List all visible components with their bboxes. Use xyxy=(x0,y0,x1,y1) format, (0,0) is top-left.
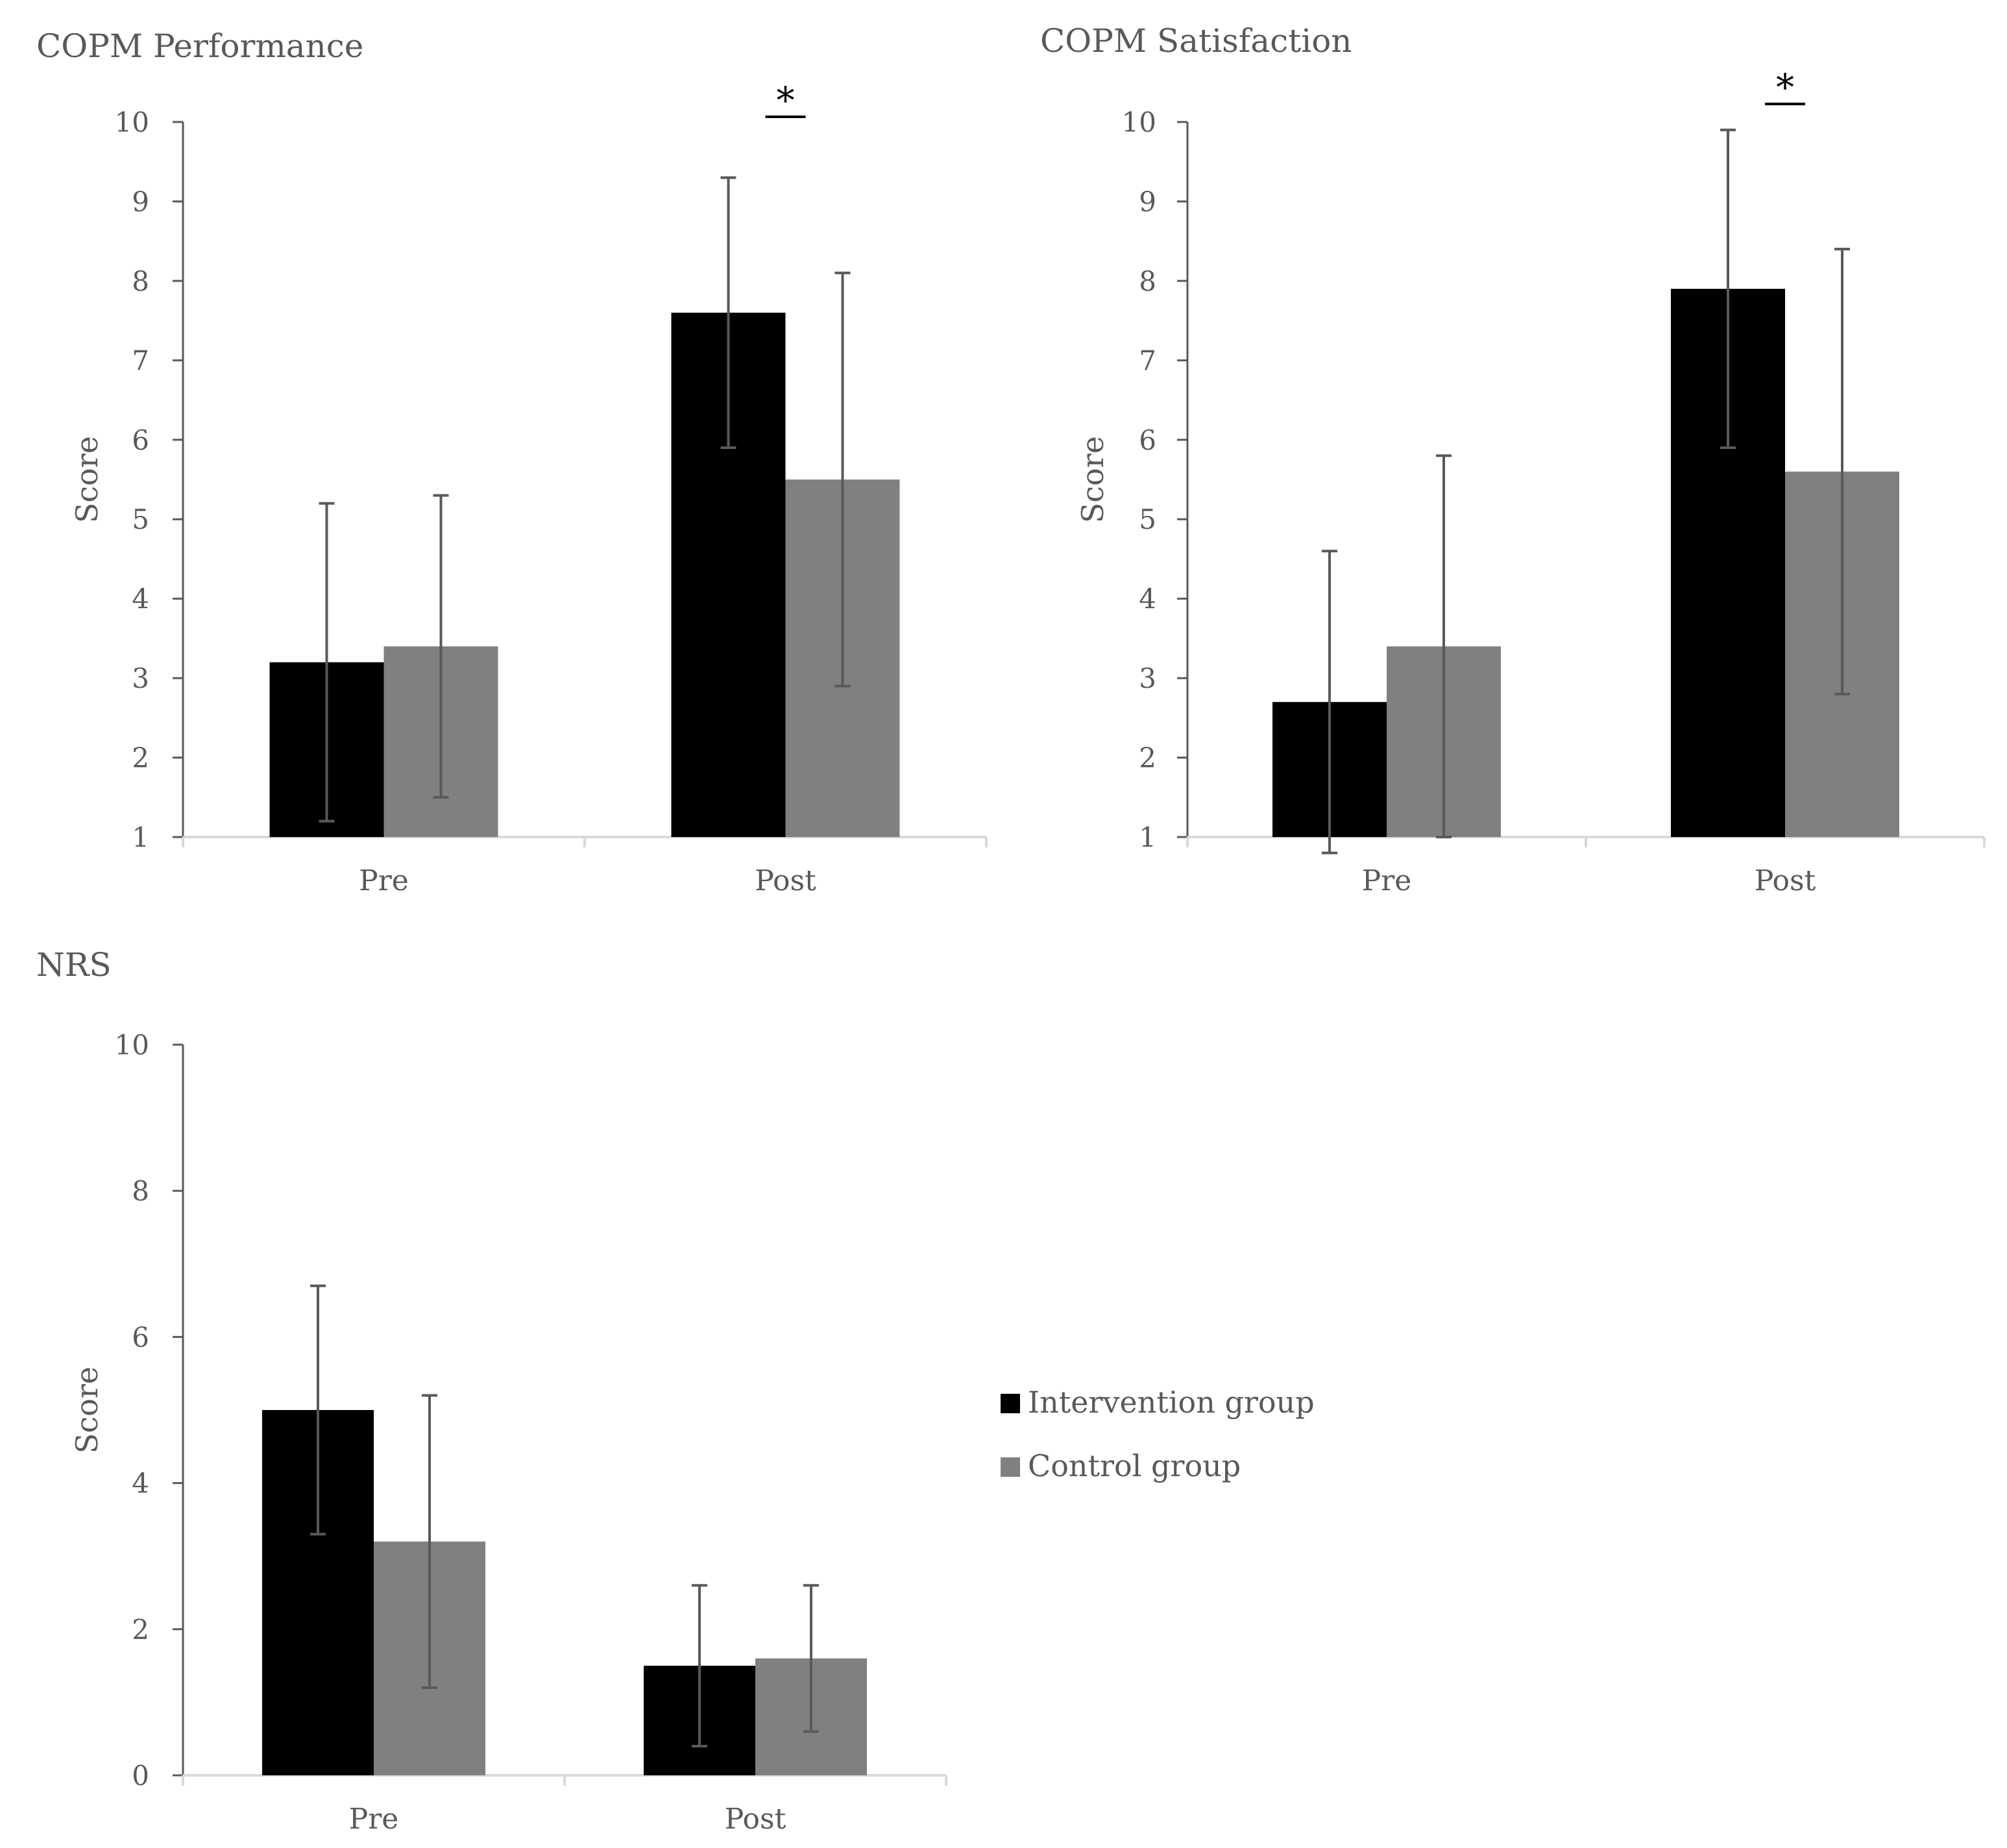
y-tick-label: 7 xyxy=(132,345,149,376)
error-bar-control-group-post xyxy=(1834,247,1850,696)
significance-asterisk: * xyxy=(1776,67,1794,109)
y-tick-label: 1 xyxy=(132,821,149,853)
significance-asterisk: * xyxy=(777,80,795,122)
error-bar-control-group-post xyxy=(834,271,851,688)
error-bar-control-group-post xyxy=(803,1584,819,1733)
y-tick-label: 8 xyxy=(1139,265,1156,297)
x-tick-label-pre: Pre xyxy=(1362,864,1412,897)
error-bar-control-group-pre xyxy=(422,1394,437,1689)
y-tick-label: 10 xyxy=(115,106,149,138)
chart-title: NRS xyxy=(36,946,112,984)
y-tick-label: 5 xyxy=(1139,504,1156,535)
chart-copm-performance: COPM Performance Score 1 2 3 4 5 6 7 8 9 10 Pre Post * xyxy=(36,27,988,897)
error-bar-intervention-group-pre xyxy=(1322,550,1337,855)
y-tick-label: 8 xyxy=(132,1175,149,1207)
y-tick-label: 4 xyxy=(1139,583,1156,615)
y-tick-label: 10 xyxy=(1122,106,1156,138)
x-tick-label-post: Post xyxy=(1755,864,1816,897)
x-tick-label-post: Post xyxy=(755,864,816,897)
chart-copm-satisfaction: COPM Satisfaction Score 1 2 3 4 5 6 7 8 9 10 Pre Post… xyxy=(1040,22,1986,897)
error-bar-intervention-group-pre xyxy=(310,1284,326,1536)
y-axis-label: Score xyxy=(69,436,104,523)
y-tick-label: 10 xyxy=(115,1029,149,1061)
legend-label-intervention: Intervention group xyxy=(1028,1385,1315,1420)
legend-label-control: Control group xyxy=(1028,1448,1241,1483)
y-tick-label: 8 xyxy=(132,265,149,297)
significance-marker: * xyxy=(765,80,806,122)
error-bar-intervention-group-post xyxy=(1720,128,1736,450)
y-tick-label: 2 xyxy=(132,1614,149,1646)
y-tick-label: 7 xyxy=(1139,345,1156,376)
chart-nrs: NRS Score 0 2 4 6 8 10 Pre Post xyxy=(36,946,947,1836)
error-bar-intervention-group-pre xyxy=(319,502,335,823)
y-tick-label: 5 xyxy=(132,504,149,535)
y-tick-label: 3 xyxy=(132,663,149,694)
y-tick-label: 4 xyxy=(132,583,149,615)
error-bar-control-group-pre xyxy=(1436,454,1452,838)
error-bar-intervention-group-post xyxy=(720,176,736,450)
chart-title: COPM Performance xyxy=(36,27,363,65)
x-tick-label-pre: Pre xyxy=(359,864,409,897)
y-tick-label: 9 xyxy=(132,186,149,217)
chart-title: COPM Satisfaction xyxy=(1040,22,1352,60)
y-tick-label: 2 xyxy=(1139,742,1156,774)
error-bar-control-group-pre xyxy=(433,494,449,799)
y-tick-label: 0 xyxy=(132,1760,149,1792)
x-tick-label-post: Post xyxy=(725,1803,786,1836)
error-bar-intervention-group-post xyxy=(692,1584,707,1747)
y-axis-label: Score xyxy=(1075,436,1110,523)
y-tick-label: 1 xyxy=(1139,821,1156,853)
y-tick-label: 9 xyxy=(1139,186,1156,217)
y-tick-label: 6 xyxy=(132,1321,149,1353)
y-tick-label: 6 xyxy=(1139,424,1156,456)
legend-swatch-intervention xyxy=(1001,1394,1020,1413)
y-tick-label: 3 xyxy=(1139,663,1156,694)
x-tick-label-pre: Pre xyxy=(349,1803,399,1836)
y-axis-label: Score xyxy=(69,1367,104,1453)
legend: Intervention group Control group xyxy=(1001,1385,1315,1483)
y-tick-label: 2 xyxy=(132,742,149,774)
y-tick-label: 4 xyxy=(132,1468,149,1500)
significance-marker: * xyxy=(1765,67,1805,109)
legend-swatch-control xyxy=(1001,1457,1020,1477)
y-tick-label: 6 xyxy=(132,424,149,456)
